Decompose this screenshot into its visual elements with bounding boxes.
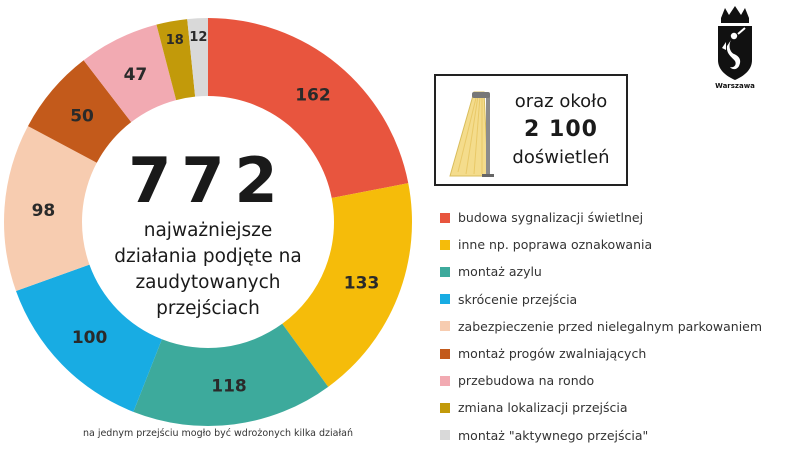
slice-value-label-4: 98 [32, 201, 56, 221]
donut-slice-3 [16, 264, 162, 412]
legend-label-1: inne np. poprawa oznakowania [458, 237, 653, 253]
caption-line-1: najważniejsze [143, 220, 273, 241]
legend-item-2: montaż azylu [440, 258, 762, 285]
legend-label-2: montaż azylu [458, 264, 542, 280]
donut-slice-2 [133, 323, 329, 426]
slice-value-label-1: 133 [344, 273, 380, 293]
warsaw-crest-logo [712, 4, 758, 94]
legend-label-0: budowa sygnalizacji świetlnej [458, 210, 644, 226]
slice-value-label-2: 118 [211, 377, 247, 397]
legend-label-4: zabezpieczenie przed nielegalnym parkowa… [458, 318, 763, 334]
legend-item-3: skrócenie przejścia [440, 286, 762, 313]
legend-item-6: przebudowa na rondo [440, 367, 762, 394]
lighting-line-1: oraz około [514, 91, 608, 112]
legend-label-5: montaż progów zwalniających [458, 346, 647, 362]
donut-slice-7 [156, 19, 196, 101]
legend-swatch-1 [440, 239, 450, 250]
legend-item-8: montaż "aktywnego przejścia" [440, 422, 762, 449]
legend-swatch-5 [440, 348, 450, 359]
legend-item-1: inne np. poprawa oznakowania [440, 231, 762, 258]
legend-label-3: skrócenie przejścia [458, 291, 578, 307]
caption-line-4: przejściach [156, 298, 260, 319]
slice-value-label-3: 100 [72, 328, 108, 348]
lighting-line-3: doświetleń [512, 147, 610, 168]
lighting-info-text: oraz około 2 100 doświetleń [500, 88, 622, 172]
donut-chart: 162 133 118 100 98 50 47 18 12 [3, 18, 413, 426]
donut-slice-6 [83, 24, 177, 123]
legend-label-6: przebudowa na rondo [458, 373, 595, 389]
slice-value-label-0: 162 [295, 86, 331, 106]
brand-label: Warszawa [715, 82, 755, 90]
legend-label-7: zmiana lokalizacji przejścia [458, 400, 628, 416]
lighting-value: 2 100 [524, 117, 598, 142]
legend-swatch-0 [440, 212, 450, 223]
legend-item-7: zmiana lokalizacji przejścia [440, 394, 762, 421]
donut-slice-0 [208, 18, 409, 199]
caption-line-2: działania podjęte na [114, 246, 302, 267]
caption-line-3: zaudytowanych [135, 272, 281, 293]
legend-swatch-4 [440, 321, 450, 332]
legend-swatch-7 [440, 402, 450, 413]
donut-slice-8 [187, 18, 208, 97]
legend-swatch-8 [440, 430, 450, 441]
chart-legend: budowa sygnalizacji świetlnej inne np. po… [440, 204, 762, 449]
slice-value-label-8: 12 [189, 30, 207, 45]
legend-swatch-3 [440, 294, 450, 305]
lighting-info-box: oraz około 2 100 doświetleń [434, 74, 628, 186]
legend-item-5: montaż progów zwalniających [440, 340, 762, 367]
total-actions-caption: najważniejsze działania podjęte na zaudy… [68, 218, 348, 322]
donut-slice-4 [3, 126, 97, 291]
legend-swatch-2 [440, 266, 450, 277]
donut-slice-5 [27, 60, 132, 163]
legend-item-0: budowa sygnalizacji świetlnej [440, 204, 762, 231]
legend-label-8: montaż "aktywnego przejścia" [458, 427, 649, 443]
slice-value-label-7: 18 [166, 33, 184, 48]
slice-value-label-5: 50 [70, 106, 94, 126]
donut-slice-1 [282, 183, 413, 387]
center-summary: 772 najważniejsze działania podjęte na z… [68, 148, 348, 322]
legend-item-4: zabezpieczenie przed nielegalnym parkowa… [440, 313, 762, 340]
total-actions-number: 772 [128, 144, 288, 217]
street-lamp-icon [449, 91, 494, 177]
legend-swatch-6 [440, 375, 450, 386]
footnote: na jednym przejściu mogło być wdrożonych… [82, 428, 354, 439]
slice-value-label-6: 47 [124, 65, 148, 85]
